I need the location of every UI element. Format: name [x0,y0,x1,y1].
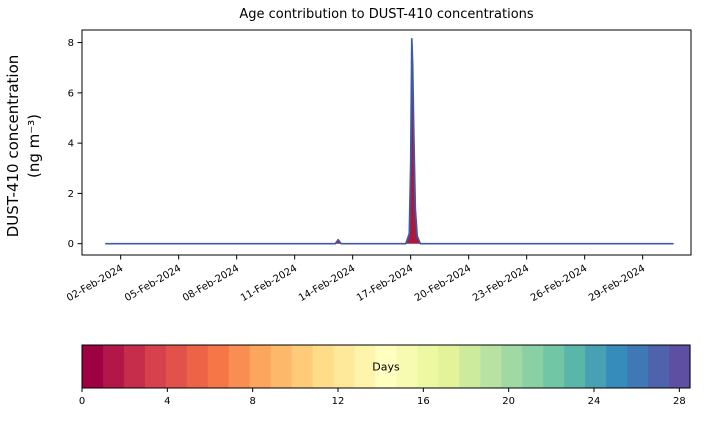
colorbar-segment [228,345,251,388]
colorbar-segment [144,345,167,388]
colorbar-segment [522,345,544,388]
colorbar-segment [249,345,272,388]
colorbar-segment [186,345,209,388]
colorbar-segment [606,345,628,388]
colorbar-segment [375,345,398,388]
colorbar-segment [270,345,293,388]
colorbar-tick-label: 24 [588,396,601,407]
colorbar-tick-label: 12 [332,396,345,407]
x-tick-label: 26-Feb-2024 [529,263,589,304]
x-tick-label: 23-Feb-2024 [471,263,531,304]
colorbar-segment [396,345,419,388]
colorbar-segment [207,345,230,388]
x-tick-label: 02-Feb-2024 [65,263,125,304]
colorbar-label: Days [372,361,400,374]
colorbar-segment [669,345,691,388]
x-tick-label: 05-Feb-2024 [123,263,183,304]
x-tick-label: 14-Feb-2024 [297,263,357,304]
x-tick-label: 20-Feb-2024 [413,263,473,304]
y-tick-label: 8 [68,38,74,49]
colorbar-segment [333,345,356,388]
colorbar-tick-label: 4 [164,396,170,407]
colorbar-segment [480,345,502,388]
colorbar-segment [82,345,104,388]
colorbar-segment [417,345,440,388]
y-tick-label: 4 [68,139,74,150]
colorbar-tick-label: 28 [673,396,686,407]
series-fill [105,38,674,244]
colorbar-segment [291,345,314,388]
colorbar-tick-label: 16 [417,396,430,407]
colorbar-tick-label: 0 [79,396,85,407]
colorbar-segment [354,345,377,388]
colorbar-tick-label: 20 [502,396,515,407]
x-tick-label: 08-Feb-2024 [181,263,241,304]
colorbar-segment [123,345,146,388]
colorbar-segment [312,345,335,388]
colorbar-segment [438,345,460,388]
x-tick-label: 11-Feb-2024 [239,263,299,304]
colorbar-segment [627,345,649,388]
colorbar-segment [102,345,125,388]
colorbar-segment [501,345,523,388]
colorbar-segment [165,345,188,388]
axes-box [81,29,692,256]
x-tick-label: 29-Feb-2024 [587,263,647,304]
y-tick-label: 2 [68,189,74,200]
colorbar-segment [543,345,565,388]
colorbar-segment [459,345,481,388]
colorbar-segment [564,345,586,388]
x-tick-label: 17-Feb-2024 [355,263,415,304]
series-line [105,37,674,245]
colorbar-segment [648,345,670,388]
chart-title: Age contribution to DUST-410 concentrati… [239,7,534,22]
y-tick-label: 6 [68,88,74,99]
y-tick-label: 0 [68,239,74,250]
colorbar-tick-label: 8 [249,396,255,407]
colorbar-segment [585,345,607,388]
colorbar-border [81,344,691,389]
